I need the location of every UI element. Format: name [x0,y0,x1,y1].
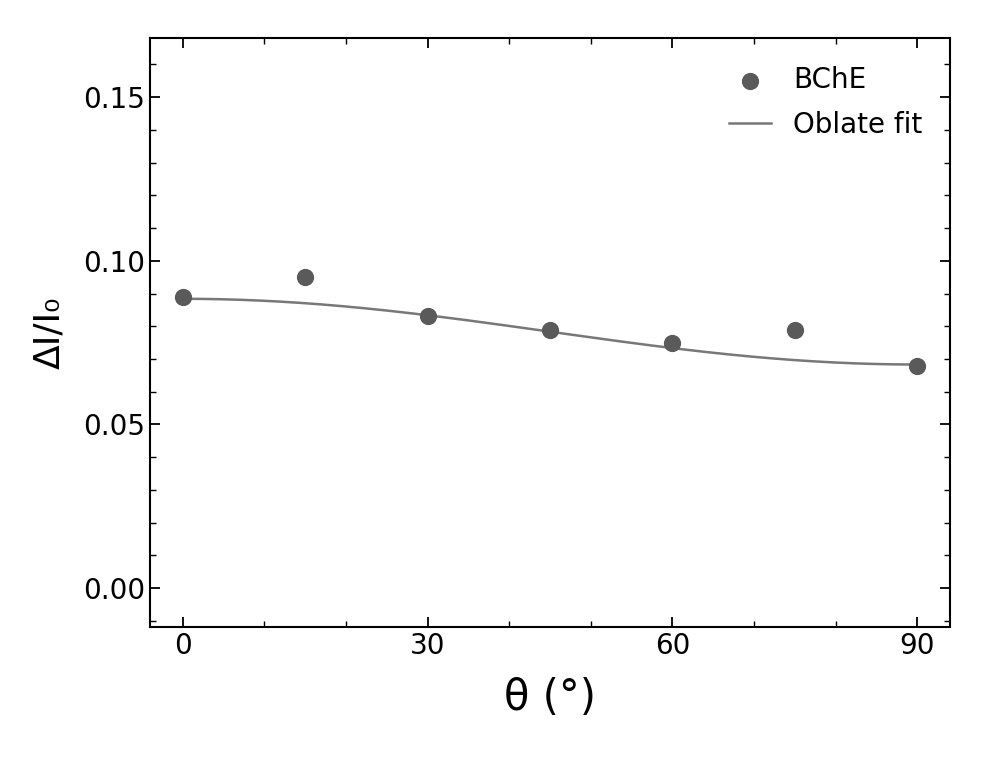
BChE [297,271,313,283]
Oblate fit [911,360,923,369]
Oblate fit [177,295,189,304]
BChE [664,337,680,349]
Oblate fit [779,355,791,364]
BChE [175,291,191,303]
BChE [787,324,803,336]
Oblate fit [526,324,538,334]
Line: Oblate fit: Oblate fit [183,299,917,364]
BChE [909,360,925,372]
X-axis label: θ (°): θ (°) [504,677,596,719]
Y-axis label: ΔI/I₀: ΔI/I₀ [32,297,66,369]
BChE [542,324,558,336]
Oblate fit [614,337,626,346]
Legend: BChE, Oblate fit: BChE, Oblate fit [715,52,936,152]
Oblate fit [894,360,906,369]
Oblate fit [574,331,586,340]
BChE [420,311,436,323]
Oblate fit [530,325,542,334]
